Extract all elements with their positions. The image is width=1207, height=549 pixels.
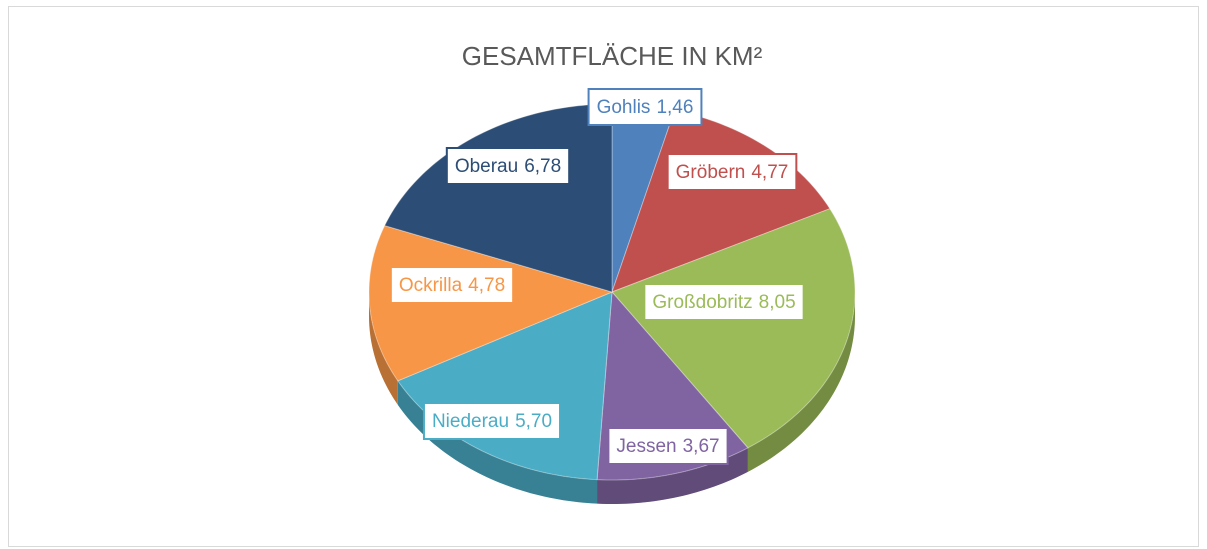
label-value: 6,78 <box>524 156 561 177</box>
pie-slice <box>611 208 856 449</box>
data-label-box <box>422 402 562 440</box>
data-label-text: Ockrilla 4,78 <box>399 275 505 296</box>
label-category: Jessen <box>616 436 676 457</box>
label-value: 4,78 <box>468 275 505 296</box>
pie-side <box>597 447 748 504</box>
data-label: Niederau 5,70 <box>422 402 562 440</box>
label-value: 1,46 <box>656 97 693 118</box>
pie-side <box>369 292 398 405</box>
pie-sides <box>369 292 855 504</box>
data-label-box <box>587 88 703 126</box>
data-label-box <box>389 266 515 304</box>
data-label-box <box>643 283 805 321</box>
label-category: Gröbern <box>676 162 746 183</box>
label-value: 4,77 <box>751 162 788 183</box>
data-label-box <box>607 427 729 465</box>
pie-side-shade <box>397 380 598 504</box>
pie-side <box>397 380 598 504</box>
data-label-text: Gröbern 4,77 <box>676 162 789 183</box>
label-category: Oberau <box>455 156 518 177</box>
data-label-text: Gohlis 1,46 <box>597 97 694 118</box>
data-label: Gröbern 4,77 <box>666 153 798 191</box>
pie-side <box>747 292 855 472</box>
data-label-text: Großdobritz 8,05 <box>652 292 795 313</box>
label-value: 8,05 <box>759 292 796 313</box>
data-label: Jessen 3,67 <box>607 427 729 465</box>
data-label: Gohlis 1,46 <box>587 88 703 126</box>
label-value: 3,67 <box>683 436 720 457</box>
label-category: Ockrilla <box>399 275 463 296</box>
pie-side-shade <box>747 292 855 472</box>
data-label-box <box>445 147 571 185</box>
data-label: Großdobritz 8,05 <box>643 283 805 321</box>
label-category: Niederau <box>432 411 509 432</box>
data-label-text: Jessen 3,67 <box>616 436 719 457</box>
label-category: Gohlis <box>597 97 651 118</box>
data-label: Oberau 6,78 <box>445 147 571 185</box>
data-label: Ockrilla 4,78 <box>389 266 515 304</box>
label-category: Großdobritz <box>652 292 752 313</box>
pie-side-shade <box>597 447 748 504</box>
label-value: 5,70 <box>515 411 552 432</box>
data-label-text: Niederau 5,70 <box>432 411 552 432</box>
data-labels: Gohlis 1,46 Gröbern 4,77 Großdobritz 8,05 Jess… <box>389 88 805 465</box>
chart-title: GESAMTFLÄCHE IN KM² <box>462 41 763 71</box>
data-label-text: Oberau 6,78 <box>455 156 561 177</box>
data-label-box <box>666 153 798 191</box>
pie-side-shade <box>369 292 398 405</box>
